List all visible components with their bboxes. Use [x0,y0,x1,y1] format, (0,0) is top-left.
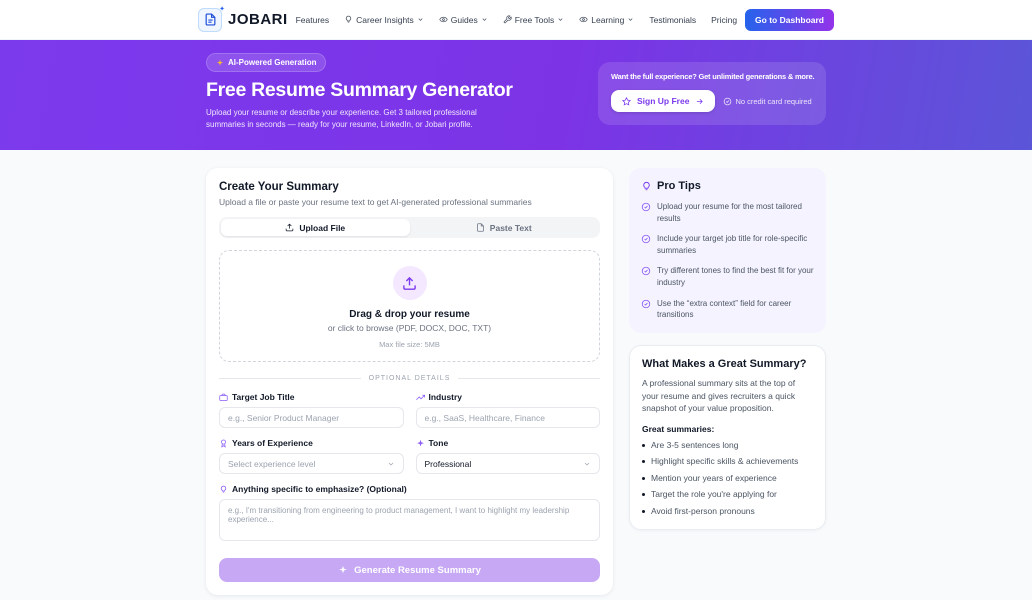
sign-up-free-button[interactable]: Sign Up Free [611,90,716,112]
great-summary-title: What Makes a Great Summary? [642,357,807,370]
file-dropzone[interactable]: Drag & drop your resume or click to brow… [219,250,600,362]
list-item: Mention your years of experience [642,473,813,484]
promo-text: Want the full experience? Get unlimited … [611,72,815,81]
bullet-dot [642,509,645,513]
nav-item-pricing[interactable]: Pricing [711,14,738,25]
main-nav: Features Career Insights Guides Free Too… [296,15,738,25]
pro-tip-item: Try different tones to find the best fit… [641,265,814,288]
nav-item-guides[interactable]: Guides [439,15,488,25]
field-target-job-title: Target Job Title [219,392,404,428]
industry-input[interactable] [415,407,600,428]
card-subtitle: Upload a file or paste your resume text … [219,197,532,207]
brand-name: JOBARI [228,11,288,28]
chevron-down-icon [418,18,423,21]
tone-select[interactable]: Professional [415,453,600,474]
check-circle-icon [641,267,651,276]
hero-left: AI-Powered Generation Free Resume Summar… [206,53,513,132]
top-navigation: ✦ JOBARI Features Career Insights Guides… [0,0,1032,40]
go-to-dashboard-button[interactable]: Go to Dashboard [745,8,834,31]
pro-tip-item: Upload your resume for the most tailored… [641,201,814,224]
chevron-down-icon [628,18,633,21]
dropzone-max-size: Max file size: 5MB [379,340,440,349]
lightbulb-icon [643,181,650,190]
optional-details-divider: OPTIONAL DETAILS [219,375,600,382]
experience-level-select[interactable]: Select experience level [219,453,404,474]
list-item: Are 3-5 sentences long [642,440,813,451]
main-content: Create Your Summary Upload a file or pas… [0,150,1032,600]
lightbulb-icon [220,485,227,492]
award-icon [221,439,226,448]
list-item: Highlight specific skills & achievements [642,456,813,467]
check-circle-icon [641,235,651,244]
bullet-dot [642,444,645,447]
nav-item-career-insights[interactable]: Career Insights [344,15,424,25]
great-summary-card: What Makes a Great Summary? A profession… [629,344,826,531]
dropzone-subtitle: or click to browse (PDF, DOCX, DOC, TXT) [327,323,492,333]
card-title: Create Your Summary [219,181,339,193]
chevron-down-icon [558,18,563,21]
sparkles-icon [339,565,347,574]
pro-tip-item: Include your target job title for role-s… [641,233,814,256]
bullet-dot [642,476,645,480]
upload-icon [286,223,294,232]
bullet-dot [642,460,645,464]
signup-promo-card: Want the full experience? Get unlimited … [598,62,826,125]
upload-icon [403,276,416,290]
tab-upload-file[interactable]: Upload File [221,219,410,236]
tab-paste-text[interactable]: Paste Text [410,219,599,236]
pro-tip-item: Use the “extra context” field for career… [641,298,814,321]
field-industry: Industry [415,392,600,428]
lightbulb-icon [346,15,352,23]
pro-tips-card: Pro Tips Upload your resume for the most… [629,168,826,333]
page-subtitle: Upload your resume or describe your expe… [206,108,477,130]
nav-item-free-tools[interactable]: Free Tools [503,15,565,25]
generate-summary-button[interactable]: Generate Resume Summary [219,558,600,582]
great-summaries-subheading: Great summaries: [642,424,715,434]
emphasize-textarea[interactable] [219,499,600,541]
great-summary-list: Are 3-5 sentences long Highlight specifi… [642,440,813,517]
briefcase-icon [219,393,228,401]
list-item: Avoid first-person pronouns [642,506,813,517]
bullet-dot [642,493,645,497]
nav-item-testimonials[interactable]: Testimonials [649,14,697,25]
sparkles-icon [217,59,223,66]
book-icon [439,16,448,23]
chevron-down-icon [584,462,590,465]
dropzone-title: Drag & drop your resume [349,309,470,320]
sidebar: Pro Tips Upload your resume for the most… [629,168,826,531]
chevron-down-icon [388,462,393,465]
input-mode-tabs: Upload File Paste Text [219,217,600,238]
star-icon [622,96,631,106]
create-summary-card: Create Your Summary Upload a file or pas… [206,168,613,595]
ai-powered-badge: AI-Powered Generation [206,53,327,72]
no-credit-card-note: No credit card required [723,97,812,106]
chevron-down-icon [482,18,487,21]
field-emphasize: Anything specific to emphasize? (Optiona… [219,484,600,546]
arrow-right-icon [697,98,704,104]
field-tone: Tone Professional [415,438,600,474]
book-open-icon [579,16,588,23]
check-circle-icon [641,202,651,212]
check-circle-icon [641,299,651,308]
logo-sparkle-icon: ✦ [219,5,225,13]
wrench-icon [503,15,512,24]
nav-item-learning[interactable]: Learning [579,15,634,25]
field-years-experience: Years of Experience Select experience le… [219,438,404,474]
list-item: Target the role you're applying for [642,489,813,500]
trending-up-icon [415,394,425,400]
great-summary-body: A professional summary sits at the top o… [642,377,796,414]
jobari-document-icon: ✦ [198,5,225,32]
hero-section: AI-Powered Generation Free Resume Summar… [0,40,1032,150]
brand-logo[interactable]: ✦ JOBARI [198,5,288,32]
sparkles-icon [416,439,424,446]
upload-circle [392,266,427,300]
nav-item-features[interactable]: Features [295,14,330,25]
file-text-icon [476,223,484,232]
target-job-title-input[interactable] [219,407,404,428]
check-circle-icon [724,97,732,105]
page-title: Free Resume Summary Generator [206,79,513,101]
